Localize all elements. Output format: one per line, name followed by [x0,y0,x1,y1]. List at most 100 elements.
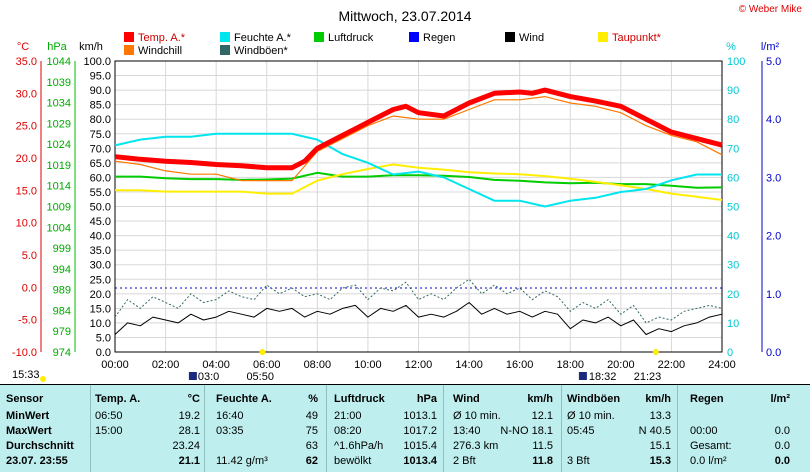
table-cell: Gesamt: [690,440,732,452]
table-cell: 1015.4 [403,440,437,452]
series-line-temp-a [114,87,723,171]
table-cell: 62 [305,455,318,467]
legend-label: Windchill [138,45,182,57]
table-divider [677,385,678,472]
wind-tick-label: 40.0 [90,231,111,243]
marker-label: 03:0 [198,371,219,383]
wind-tick-label: 50.0 [90,202,111,214]
axis-unit-rain: l/m² [761,41,780,53]
x-tick-label: 06:00 [253,359,281,371]
temp-tick-label: 20.0 [16,153,37,165]
x-tick-label: 10:00 [354,359,382,371]
table-divider [443,385,444,472]
humidity-tick-label: 30 [727,260,739,272]
table-cell: N-NO 18.1 [500,425,553,437]
legend-swatch [124,45,134,55]
axes: °C hPa km/h% l/m² 35.0 30.0 25.0 20.0 15.0 10.0 5.… [12,41,781,371]
table-cell: 05:45 [567,425,595,437]
pressure-tick-label: 1029 [47,118,71,130]
temp-tick-label: 35.0 [16,56,37,68]
axis-unit-pressure: hPa [47,41,67,53]
table-cell: km/h [645,393,671,405]
wind-tick-label: 85.0 [90,100,111,112]
x-tick-label: 24:00 [708,359,736,371]
series-line-luftdruck [115,171,723,189]
x-tick-label: 14:00 [455,359,483,371]
humidity-tick-label: 40 [727,231,739,243]
legend-swatch [220,45,230,55]
table-cell: Luftdruck [334,393,385,405]
table-cell: bewölkt [334,455,372,467]
table-cell: 21.1 [178,455,200,467]
series-line-taupunkt [115,163,723,201]
x-tick-label: 22:00 [658,359,686,371]
table-cell: 3 Bft [567,455,590,467]
temp-tick-label: -5.0 [18,315,37,327]
wind-tick-label: 25.0 [90,274,111,286]
table-cell: 1013.4 [403,455,437,467]
rain-tick-label: 5.0 [766,56,781,68]
legend-label: Taupunkt* [612,32,662,44]
wind-tick-label: 55.0 [90,187,111,199]
pressure-tick-label: 1019 [47,160,71,172]
table-cell: Feuchte A. [216,393,272,405]
rain-tick-label: 1.0 [766,289,781,301]
humidity-tick-label: 80 [727,114,739,126]
legend-swatch [409,32,419,42]
table-cell: MinWert [6,410,50,422]
x-tick-label: 20:00 [607,359,635,371]
table-cell: 13.3 [649,410,671,422]
table-divider [561,385,562,472]
copyright: © Weber Mike [738,4,802,15]
pressure-tick-label: 979 [53,326,71,338]
sun-icon [652,349,659,355]
x-tick-label: 04:00 [202,359,230,371]
temp-tick-label: 0.0 [22,282,37,294]
table-cell: Sensor [6,393,44,405]
table-divider [204,385,205,472]
table-cell: 2 Bft [453,455,476,467]
weather-chart: Mittwoch, 23.07.2014 Temp. A.* Feuchte A.… [12,8,781,383]
table-cell: 1013.1 [403,410,437,422]
table-cell: Durchschnitt [6,440,74,452]
wind-tick-label: 100.0 [83,56,111,68]
table-cell: 75 [305,425,318,437]
table-cell: km/h [527,393,553,405]
table-cell: % [308,393,318,405]
pressure-tick-label: 989 [53,285,71,297]
pressure-tick-label: 1004 [47,222,71,234]
table-cell: 11.42 g/m³ [216,455,268,467]
legend-label: Temp. A.* [138,32,186,44]
legend-label: Luftdruck [328,32,374,44]
pressure-tick-label: 1034 [47,98,71,110]
humidity-tick-label: 90 [727,85,739,97]
wind-tick-label: 95.0 [90,71,111,83]
pressure-tick-label: 999 [53,243,71,255]
table-cell: 15.1 [649,440,671,452]
table-cell: 08:20 [334,425,362,437]
table-row: Durchschnitt 23.24 63 ^1.6hPa/h 1015.4 276.3 … [0,440,810,455]
pressure-tick-label: 1039 [47,77,71,89]
table-row: MaxWert 15:00 28.1 03:35 75 08:20 1017.2 13:40 N… [0,425,810,440]
rain-tick-label: 3.0 [766,172,781,184]
wind-tick-label: 10.0 [90,318,111,330]
wind-tick-label: 30.0 [90,260,111,272]
plot-frame [114,60,723,353]
series-line-wind [114,302,723,335]
sunset-label: 21:23 [634,371,662,383]
pressure-tick-label: 1014 [47,181,71,193]
table-cell: 276.3 km [453,440,499,452]
table-cell: 49 [305,410,318,422]
table-divider [326,385,327,472]
table-cell: 00:00 [690,425,718,437]
humidity-tick-label: 50 [727,202,739,214]
legend-swatch [598,32,608,42]
x-tick-label: 18:00 [556,359,584,371]
x-tick-label: 00:00 [101,359,129,371]
axis-unit-humidity: % [726,41,736,53]
x-tick-label: 02:00 [152,359,180,371]
moon-icon [578,372,587,380]
table-cell: Wind [453,393,480,405]
table-cell: hPa [416,393,437,405]
rain-tick-label: 4.0 [766,114,781,126]
